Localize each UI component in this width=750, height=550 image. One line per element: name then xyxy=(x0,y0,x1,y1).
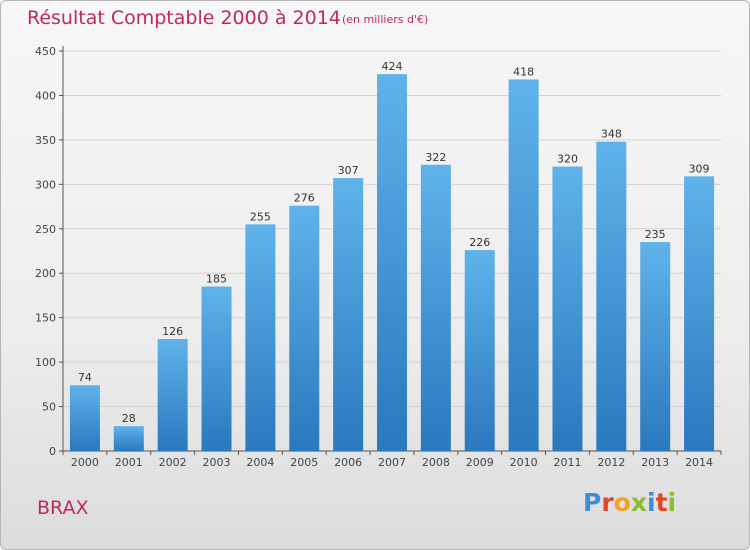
y-tick-label: 400 xyxy=(35,89,56,102)
y-tick-label: 50 xyxy=(42,401,56,414)
commune-name: BRAX xyxy=(37,497,89,519)
x-tick-label-2012: 2012 xyxy=(597,456,625,469)
x-tick-label-2008: 2008 xyxy=(422,456,450,469)
bar-2009 xyxy=(464,250,495,451)
data-label-2010: 418 xyxy=(513,65,534,78)
y-tick-label: 200 xyxy=(35,267,56,280)
logo-letter: i xyxy=(647,488,656,517)
x-tick-label-2007: 2007 xyxy=(378,456,406,469)
bar-2000 xyxy=(69,385,100,451)
bar-2001 xyxy=(113,426,144,451)
data-label-2013: 235 xyxy=(645,228,666,241)
chart-subtitle: (en milliers d'€) xyxy=(342,13,429,26)
data-label-2002: 126 xyxy=(162,325,183,338)
bar-2012 xyxy=(596,141,627,451)
bar-2004 xyxy=(245,224,276,451)
logo-letter: P xyxy=(583,488,602,517)
bar-2006 xyxy=(333,178,364,451)
x-tick-label-2014: 2014 xyxy=(685,456,713,469)
x-tick-label-2006: 2006 xyxy=(334,456,362,469)
data-label-2008: 322 xyxy=(425,151,446,164)
logo-letter: r xyxy=(601,488,614,517)
data-label-2005: 276 xyxy=(294,192,315,205)
x-tick-label-2011: 2011 xyxy=(553,456,581,469)
bar-2002 xyxy=(157,339,188,451)
y-tick-label: 0 xyxy=(49,445,56,458)
data-labels: 74 28 126 185 255 276 307 424 322 226 418 320 348 235… xyxy=(78,60,710,425)
y-tick-label: 450 xyxy=(35,45,56,58)
bar-2013 xyxy=(640,242,671,451)
data-label-2006: 307 xyxy=(338,164,359,177)
bar-2011 xyxy=(552,166,583,452)
logo-letter: t xyxy=(655,488,668,517)
logo-letter: i xyxy=(667,488,677,517)
y-tick-label: 350 xyxy=(35,134,56,147)
x-tick-label-2005: 2005 xyxy=(290,456,318,469)
data-label-2007: 424 xyxy=(382,60,403,73)
x-tick-label-2009: 2009 xyxy=(466,456,494,469)
y-tick-label: 100 xyxy=(35,356,56,369)
data-label-2012: 348 xyxy=(601,128,622,141)
data-label-2004: 255 xyxy=(250,210,271,223)
chart-title: Résultat Comptable 2000 à 2014 xyxy=(27,7,341,29)
bar-2007 xyxy=(377,74,407,451)
y-tick-label: 150 xyxy=(35,312,56,325)
y-tick-label: 250 xyxy=(35,223,56,236)
x-tick-label-2013: 2013 xyxy=(641,456,669,469)
x-tick-label-2003: 2003 xyxy=(203,456,231,469)
bar-2008 xyxy=(420,164,451,451)
logo-letter: o xyxy=(613,488,631,517)
x-tick-label-2004: 2004 xyxy=(246,456,274,469)
data-label-2011: 320 xyxy=(557,153,578,166)
data-label-2001: 28 xyxy=(122,412,136,425)
x-tick-label-2010: 2010 xyxy=(510,456,538,469)
bar-2005 xyxy=(289,205,320,451)
x-tick-label-2000: 2000 xyxy=(71,456,99,469)
data-label-2009: 226 xyxy=(469,236,490,249)
y-tick-label: 300 xyxy=(35,178,56,191)
x-tick-label-2002: 2002 xyxy=(159,456,187,469)
bars xyxy=(69,74,715,452)
x-tick-label-2001: 2001 xyxy=(115,456,143,469)
proxiti-logo: Proxiti xyxy=(583,488,676,517)
logo-letter: x xyxy=(630,488,647,517)
data-label-2000: 74 xyxy=(78,371,92,384)
data-label-2003: 185 xyxy=(206,273,227,286)
bar-2010 xyxy=(508,79,539,451)
bar-2014 xyxy=(684,176,715,452)
data-label-2014: 309 xyxy=(689,162,710,175)
bar-2003 xyxy=(201,286,232,451)
